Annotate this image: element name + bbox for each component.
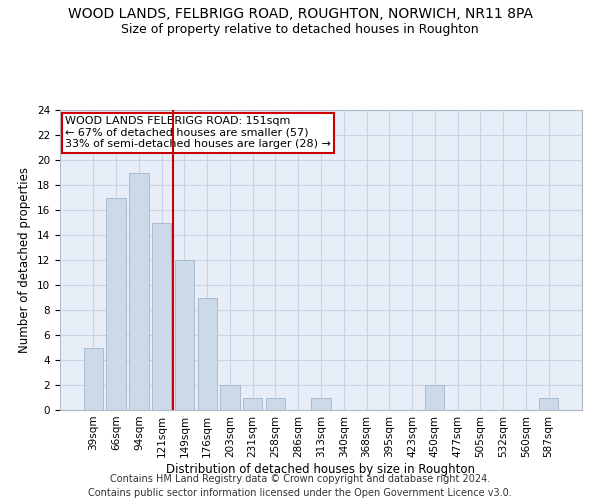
Bar [175,260,194,410]
Bar [84,348,103,410]
Bar [266,398,285,410]
Bar [539,398,558,410]
Bar [220,385,239,410]
Bar [197,298,217,410]
Text: WOOD LANDS FELBRIGG ROAD: 151sqm
← 67% of detached houses are smaller (57)
33% o: WOOD LANDS FELBRIGG ROAD: 151sqm ← 67% o… [65,116,331,149]
Bar [129,172,149,410]
Text: WOOD LANDS, FELBRIGG ROAD, ROUGHTON, NORWICH, NR11 8PA: WOOD LANDS, FELBRIGG ROAD, ROUGHTON, NOR… [67,8,533,22]
Bar [152,222,172,410]
Text: Contains HM Land Registry data © Crown copyright and database right 2024.
Contai: Contains HM Land Registry data © Crown c… [88,474,512,498]
Bar [243,398,262,410]
Bar [425,385,445,410]
Y-axis label: Number of detached properties: Number of detached properties [19,167,31,353]
Bar [311,398,331,410]
X-axis label: Distribution of detached houses by size in Roughton: Distribution of detached houses by size … [167,462,476,475]
Bar [106,198,126,410]
Text: Size of property relative to detached houses in Roughton: Size of property relative to detached ho… [121,22,479,36]
